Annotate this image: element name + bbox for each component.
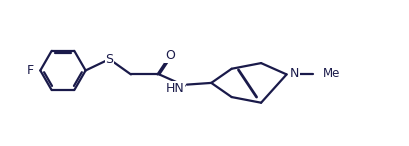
Text: HN: HN <box>165 81 184 94</box>
Text: N: N <box>290 67 299 80</box>
Text: F: F <box>27 64 34 77</box>
Text: S: S <box>106 53 113 66</box>
Text: Me: Me <box>323 67 340 80</box>
Text: O: O <box>165 49 175 62</box>
